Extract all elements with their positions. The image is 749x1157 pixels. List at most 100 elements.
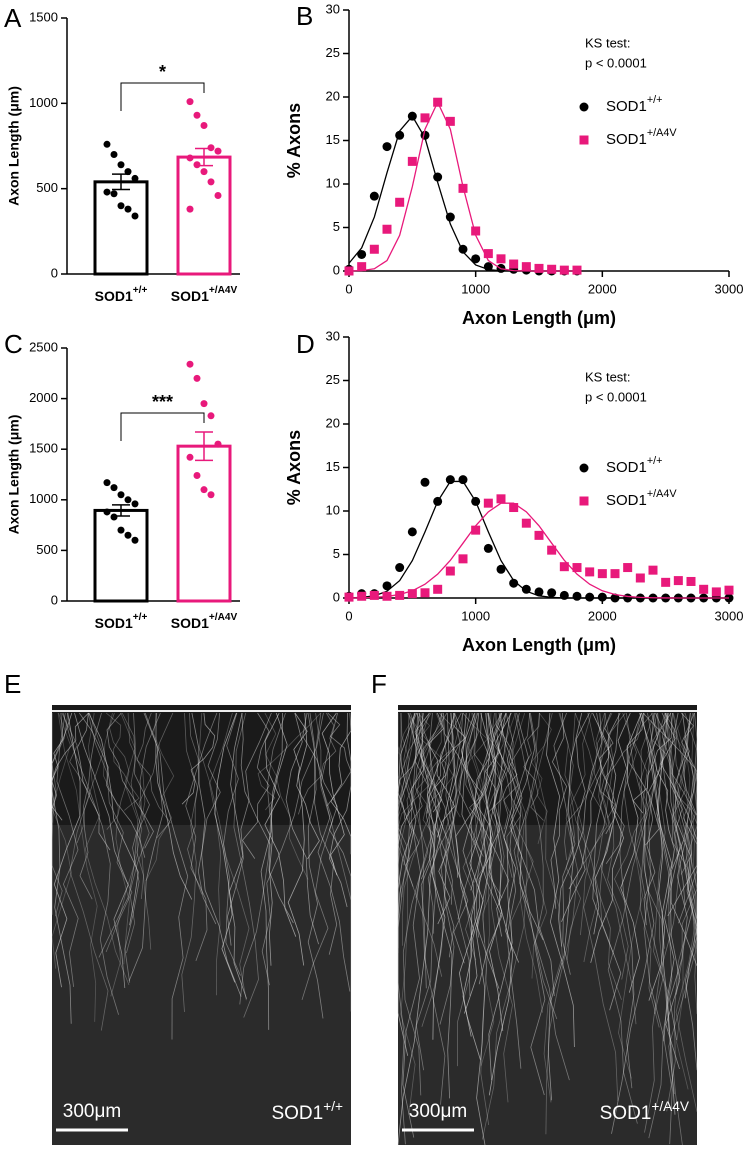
axon [550,712,568,909]
axon [400,712,418,1115]
axon [185,712,218,962]
y-tick-label: 2500 [29,339,58,354]
axon [626,712,660,846]
image-label: SOD1+/A4V [600,1099,690,1124]
label-superscript: +/A4V [647,127,678,139]
axon [491,712,522,878]
y-tick-label: 0 [51,592,58,607]
axon [317,712,351,992]
axon [136,712,171,839]
axon [402,712,421,1138]
axon [475,712,496,1146]
axon [418,712,446,1105]
data-point [623,563,633,573]
data-point [200,122,208,130]
y-tick-label: 0 [333,589,340,604]
axon [614,712,659,903]
y-axis-label: Axon Length (μm) [6,86,22,206]
axon [421,712,464,1027]
axon [660,712,698,917]
axon [397,712,430,915]
data-point [597,569,607,579]
axon [662,712,686,906]
axon [547,712,583,1101]
axon [664,712,696,875]
axon [53,712,81,988]
axon [675,712,698,995]
y-tick-label: 15 [326,132,340,147]
x-tick-label: SOD1+/+ [95,612,148,631]
data-point [673,576,683,586]
axon [642,712,698,824]
y-tick-label: 1000 [29,491,58,506]
axon [127,712,152,950]
axon [452,712,488,818]
axon [62,712,119,1015]
axon [209,712,233,996]
axon [596,712,625,865]
data-point [186,453,194,461]
axon [227,712,272,946]
axon [506,712,529,1069]
axon [432,712,467,813]
data-point [103,188,111,196]
y-axis-label: % Axons [284,430,304,505]
data-point [483,262,493,272]
data-point [496,564,506,574]
axon [298,712,337,815]
data-point [445,475,455,485]
label-superscript: +/+ [133,285,148,296]
data-point [534,263,544,273]
data-point [395,563,405,573]
data-point [103,140,111,148]
data-point [572,265,582,275]
data-point [420,113,430,123]
data-point [509,259,519,269]
data-point [724,585,734,595]
y-tick-label: 30 [326,328,340,343]
axon [506,712,546,1096]
axon [242,712,270,859]
data-point [610,593,620,603]
axon [397,712,424,949]
panel-label: D [296,329,315,359]
data-point [200,400,208,408]
axon [462,712,504,961]
axon [652,712,698,824]
y-tick-label: 500 [36,542,58,557]
axon [478,712,513,1103]
axon [564,712,626,861]
label-superscript: +/A4V [209,612,238,623]
bar [93,180,149,276]
axon [633,712,665,949]
legend-label: SOD1+/+ [606,94,662,115]
annotation: p < 0.0001 [585,389,647,404]
annotation: p < 0.0001 [585,55,647,70]
axon [240,712,294,924]
axon [51,712,73,821]
axon [674,712,697,886]
axon [401,712,442,946]
panel-label: F [371,669,387,699]
x-tick-label: SOD1+/+ [95,285,148,304]
x-axis-label: Axon Length (μm) [462,308,616,328]
legend-marker [579,463,589,473]
axon [397,712,456,1146]
y-tick-label: 20 [326,88,340,103]
axon [408,712,469,964]
axon [79,712,102,900]
y-tick-label: 5 [333,219,340,234]
y-tick-label: 20 [326,415,340,430]
y-tick-label: 10 [326,175,340,190]
axon [74,712,129,989]
panel-label: A [4,3,22,33]
scale-bar-label: 300μm [63,1101,121,1122]
axon [668,712,697,1094]
y-tick-label: 25 [326,45,340,60]
axon [546,712,575,1048]
axon [144,712,189,1040]
y-tick-label: 2000 [29,390,58,405]
data-point [131,174,139,182]
data-point [471,496,481,506]
legend-label: SOD1+/A4V [606,488,677,509]
